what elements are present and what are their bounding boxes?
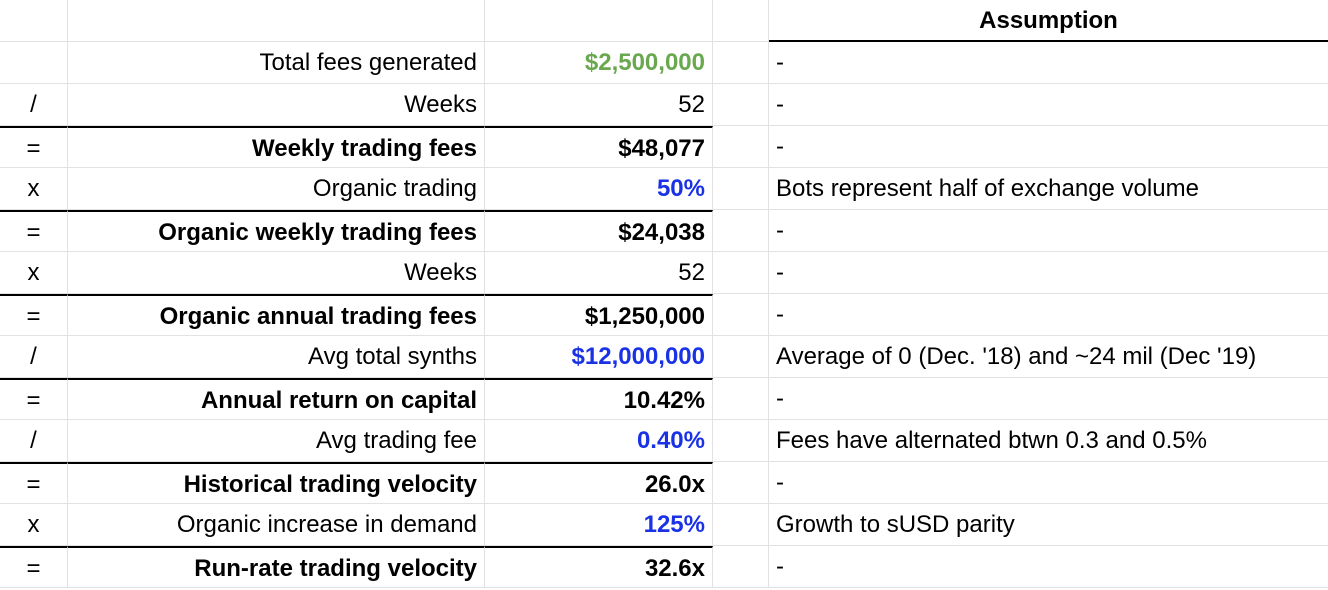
label-cell[interactable]: Organic trading [68,168,485,210]
label-cell[interactable]: Historical trading velocity [68,462,485,504]
table-row: = Weekly trading fees $48,077 - [0,126,1328,168]
operator-cell[interactable]: x [0,504,68,546]
header-cell-value[interactable] [485,0,713,42]
table-row: x Weeks 52 - [0,252,1328,294]
assumption-cell[interactable]: Growth to sUSD parity [769,504,1328,546]
label-cell[interactable]: Run-rate trading velocity [68,546,485,588]
value-cell[interactable]: $48,077 [485,126,713,168]
label-cell[interactable]: Organic weekly trading fees [68,210,485,252]
operator-cell[interactable]: = [0,294,68,336]
label-cell[interactable]: Annual return on capital [68,378,485,420]
value-cell[interactable]: 26.0x [485,462,713,504]
header-cell-spacer[interactable] [713,0,769,42]
spacer-cell[interactable] [713,504,769,546]
label-cell[interactable]: Organic annual trading fees [68,294,485,336]
table-row: / Avg total synths $12,000,000 Average of 0… [0,336,1328,378]
value-cell[interactable]: 50% [485,168,713,210]
value-cell[interactable]: $24,038 [485,210,713,252]
operator-cell[interactable]: / [0,84,68,126]
label-cell[interactable]: Avg total synths [68,336,485,378]
value-cell[interactable]: $2,500,000 [485,42,713,84]
spacer-cell[interactable] [713,168,769,210]
assumption-cell[interactable]: Bots represent half of exchange volume [769,168,1328,210]
label-cell[interactable]: Avg trading fee [68,420,485,462]
assumption-cell[interactable]: - [769,210,1328,252]
value-cell[interactable]: 52 [485,252,713,294]
spacer-cell[interactable] [713,336,769,378]
assumption-cell[interactable]: - [769,252,1328,294]
header-cell-label[interactable] [68,0,485,42]
table-row: x Organic trading 50% Bots represent half o… [0,168,1328,210]
value-cell[interactable]: $12,000,000 [485,336,713,378]
spacer-cell[interactable] [713,420,769,462]
table-row: / Weeks 52 - [0,84,1328,126]
table-row: x Organic increase in demand 125% Growth to… [0,504,1328,546]
spacer-cell[interactable] [713,294,769,336]
assumption-cell[interactable]: - [769,378,1328,420]
assumption-cell[interactable]: - [769,126,1328,168]
table-row: Total fees generated $2,500,000 - [0,42,1328,84]
spacer-cell[interactable] [713,378,769,420]
spacer-cell[interactable] [713,84,769,126]
table-row: = Annual return on capital 10.42% - [0,378,1328,420]
value-cell[interactable]: 32.6x [485,546,713,588]
value-cell[interactable]: 0.40% [485,420,713,462]
value-cell[interactable]: 125% [485,504,713,546]
operator-cell[interactable]: = [0,546,68,588]
assumption-cell[interactable]: - [769,462,1328,504]
spacer-cell[interactable] [713,126,769,168]
value-cell[interactable]: $1,250,000 [485,294,713,336]
header-cell-op[interactable] [0,0,68,42]
table-row: = Organic annual trading fees $1,250,000 - [0,294,1328,336]
operator-cell[interactable]: x [0,252,68,294]
label-cell[interactable]: Weeks [68,252,485,294]
operator-cell[interactable]: = [0,126,68,168]
table-row: = Organic weekly trading fees $24,038 - [0,210,1328,252]
operator-cell[interactable]: / [0,336,68,378]
assumption-cell[interactable]: Fees have alternated btwn 0.3 and 0.5% [769,420,1328,462]
operator-cell[interactable]: = [0,378,68,420]
operator-cell[interactable]: / [0,420,68,462]
assumption-header[interactable]: Assumption [769,0,1328,42]
label-cell[interactable]: Weeks [68,84,485,126]
label-cell[interactable]: Weekly trading fees [68,126,485,168]
operator-cell[interactable]: = [0,210,68,252]
operator-cell[interactable]: x [0,168,68,210]
assumption-cell[interactable]: - [769,294,1328,336]
table-row: = Run-rate trading velocity 32.6x - [0,546,1328,588]
label-cell[interactable]: Organic increase in demand [68,504,485,546]
spacer-cell[interactable] [713,462,769,504]
spacer-cell[interactable] [713,546,769,588]
assumption-cell[interactable]: Average of 0 (Dec. '18) and ~24 mil (Dec… [769,336,1328,378]
spacer-cell[interactable] [713,42,769,84]
assumption-cell[interactable]: - [769,546,1328,588]
value-cell[interactable]: 52 [485,84,713,126]
spacer-cell[interactable] [713,252,769,294]
operator-cell[interactable] [0,42,68,84]
spacer-cell[interactable] [713,210,769,252]
operator-cell[interactable]: = [0,462,68,504]
assumption-cell[interactable]: - [769,42,1328,84]
table-row: = Historical trading velocity 26.0x - [0,462,1328,504]
assumption-cell[interactable]: - [769,84,1328,126]
label-cell[interactable]: Total fees generated [68,42,485,84]
table-row: / Avg trading fee 0.40% Fees have alternate… [0,420,1328,462]
value-cell[interactable]: 10.42% [485,378,713,420]
header-row: Assumption [0,0,1328,42]
